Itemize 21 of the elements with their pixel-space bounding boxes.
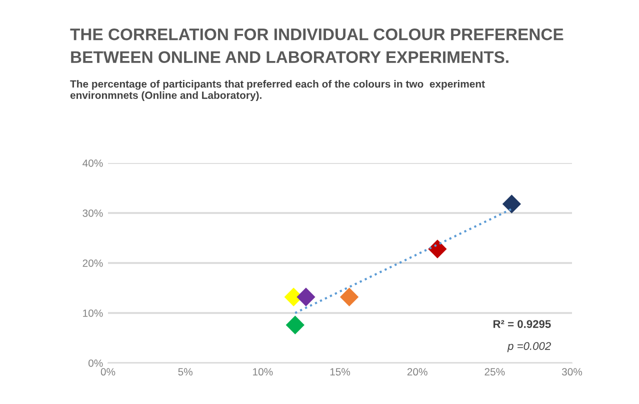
annotation: R² = 0.9295 [493, 320, 551, 328]
x-tick-label: 10% [253, 368, 273, 376]
point [340, 288, 359, 306]
x-tick-label: 5% [178, 368, 192, 376]
y-tick-label: 40% [82, 160, 103, 167]
y-tick-label: 0% [88, 360, 103, 367]
point [286, 316, 304, 334]
y-tick-label: 20% [82, 260, 103, 267]
x-tick-label: 15% [330, 368, 350, 376]
point [296, 288, 316, 306]
x-tick-label: 0% [100, 368, 116, 376]
x-tick-label: 25% [484, 368, 505, 376]
y-tick-label: 30% [82, 210, 103, 217]
point [428, 240, 447, 258]
x-tick-label: 20% [407, 368, 428, 376]
chart-title: THE CORRELATION FOR INDIVIDUAL COLOUR PREFERENCE BETWEEN ONLINE AND LABORATORY EXPERIMENTS. [70, 28, 564, 64]
x-tick-label: 30% [562, 368, 582, 376]
point [502, 194, 521, 214]
y-tick-label: 10% [83, 310, 103, 317]
chart-subtitle: The percentage of participants that preferred each of the colours in two experiment environmnets (Online and Laboratory). [70, 80, 485, 101]
annotation: p =0.002 [507, 342, 551, 352]
